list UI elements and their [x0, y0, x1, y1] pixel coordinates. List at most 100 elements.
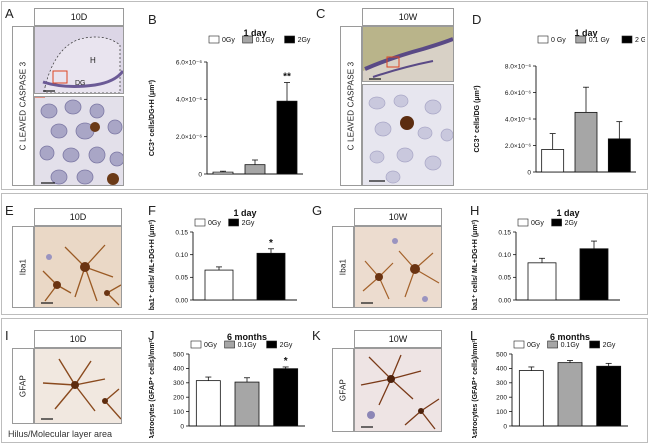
- chart-h: 1 day 0Gy 2Gy 0.00 0.05 0.10 0.15 Iba1⁺ cells/ …: [472, 208, 620, 310]
- legend-label-d-0: 0 Gy: [551, 37, 566, 44]
- legend-swatch-d-1: [575, 35, 587, 44]
- y-tick-label-h-0: 0.00: [498, 297, 511, 304]
- y-tick-label-d-3: 6.0×10⁻⁶: [505, 90, 531, 97]
- chart-b-ylabel: CC3⁺ cells/DG+H (μm²): [149, 80, 156, 156]
- panel-letter-h: H: [470, 203, 480, 218]
- legend-swatch-l-1: [547, 340, 558, 349]
- bar-b-1: [244, 164, 266, 175]
- panel-c-side-label: C LEAVED CASPASE 3: [340, 26, 362, 186]
- legend-label-f-1: 2Gy: [242, 220, 255, 227]
- legend-swatch-b-0: [208, 35, 220, 44]
- legend-swatch-b-2: [284, 35, 295, 44]
- y-tick-label-l-3: 300: [496, 380, 507, 387]
- bar-f-0: [204, 269, 234, 301]
- bar-b-0: [212, 171, 234, 175]
- y-tick-label-b-0: 0: [198, 171, 202, 178]
- legend-label-b-0: 0Gy: [222, 37, 235, 44]
- panel-a-header: 10D: [34, 8, 124, 26]
- bar-b-2: [276, 100, 298, 175]
- panel-k-header: 10W: [354, 330, 442, 348]
- panel-letter-k: K: [312, 328, 321, 343]
- footer-caption: Hilus/Molecular layer area: [8, 429, 113, 439]
- bar-l-1: [557, 362, 583, 427]
- panel-g-side-label: Iba1: [332, 226, 354, 308]
- y-tick-label-f-3: 0.15: [175, 229, 188, 236]
- panel-letter-d: D: [472, 12, 482, 27]
- chart-b-title: 1 day: [243, 28, 266, 38]
- legend-swatch-l-2: [589, 340, 600, 349]
- panel-c-histology-overview: [362, 26, 454, 82]
- y-tick-label-f-1: 0.05: [175, 275, 188, 282]
- y-tick-label-j-1: 100: [173, 409, 184, 416]
- y-tick-label-d-1: 2.0×10⁻⁶: [505, 143, 531, 150]
- legend-label-j-1: 0.1Gy: [238, 342, 257, 349]
- chart-l: 6 months 0Gy 0.1Gy 2Gy 0 100 200 300 400 500 Astro…: [472, 332, 628, 438]
- y-tick-label-l-1: 100: [496, 409, 507, 416]
- chart-d-title: 1 day: [574, 28, 597, 38]
- row-3-border: [1, 318, 648, 443]
- bar-d-1: [574, 111, 598, 173]
- legend-swatch-j-2: [266, 340, 277, 349]
- legend-swatch-j-0: [190, 340, 202, 349]
- panel-k-side-label: GFAP: [332, 348, 354, 432]
- chart-f: 1 day 0Gy 2Gy 0.00 0.05 0.10 0.15 Iba1⁺ cells/ …: [149, 208, 297, 310]
- panel-letter-a: A: [5, 6, 14, 21]
- panel-c-histology-zoom: [362, 84, 454, 186]
- bar-h-0: [527, 262, 557, 301]
- y-tick-label-j-0: 0: [180, 423, 184, 430]
- y-tick-label-h-2: 0.10: [498, 252, 511, 259]
- legend-swatch-f-1: [228, 218, 239, 227]
- bar-d-0: [541, 149, 565, 173]
- chart-d-ylabel: CC3⁺ cells/DG (μm²): [474, 85, 481, 152]
- y-tick-label-f-0: 0.00: [175, 297, 188, 304]
- panel-i-header: 10D: [34, 330, 122, 348]
- y-tick-label-l-2: 200: [496, 395, 507, 402]
- legend-swatch-d-0: [537, 35, 549, 44]
- y-tick-label-b-2: 4.0×10⁻⁶: [176, 97, 202, 104]
- bar-j-2: [273, 368, 299, 427]
- y-tick-label-l-5: 500: [496, 351, 507, 358]
- bar-j-1: [234, 381, 260, 427]
- panel-c-header: 10W: [362, 8, 454, 26]
- chart-h-title: 1 day: [556, 208, 579, 218]
- legend-swatch-h-1: [551, 218, 562, 227]
- panel-letter-l: L: [470, 328, 478, 343]
- legend-swatch-b-1: [242, 35, 253, 44]
- panel-g-histology: [354, 226, 442, 308]
- bar-l-0: [518, 370, 544, 427]
- bar-h-1: [579, 248, 609, 301]
- y-tick-label-d-0: 0: [527, 169, 531, 176]
- bar-j-0: [195, 380, 221, 427]
- significance-j-0: *: [284, 356, 288, 367]
- y-tick-label-d-4: 8.0×10⁻⁶: [505, 63, 531, 70]
- chart-b: 1 day 0Gy 0.1Gy 2Gy 0 2.0×10⁻⁶ 4.0×10⁻⁶ 6.0×10⁻…: [149, 28, 311, 178]
- y-tick-label-h-1: 0.05: [498, 275, 511, 282]
- panel-letter-e: E: [5, 203, 14, 218]
- legend-swatch-d-2: [621, 35, 633, 44]
- chart-l-title: 6 months: [550, 332, 590, 342]
- chart-h-ylabel: Iba1⁺ cells/ ML+DG+H (μm²): [472, 220, 479, 310]
- panel-letter-i: I: [5, 328, 9, 343]
- y-tick-label-b-3: 6.0×10⁻⁶: [176, 59, 202, 66]
- legend-label-l-2: 2Gy: [603, 342, 616, 349]
- legend-label-d-1: 0.1 Gy: [589, 37, 610, 44]
- legend-label-l-1: 0.1Gy: [561, 342, 580, 349]
- legend-label-j-0: 0Gy: [204, 342, 217, 349]
- y-tick-label-l-0: 0: [503, 423, 507, 430]
- panel-letter-b: B: [148, 12, 157, 27]
- bar-f-1: [256, 252, 286, 301]
- significance-f-0: *: [269, 238, 273, 249]
- panel-a-histology-overview: H DG: [34, 26, 124, 94]
- region-dg-label: DG: [75, 80, 86, 87]
- legend-label-h-0: 0Gy: [531, 220, 544, 227]
- legend-swatch-f-0: [194, 218, 206, 227]
- panel-e-header: 10D: [34, 208, 122, 226]
- panel-e-side-label: Iba1: [12, 226, 34, 308]
- legend-label-j-2: 2Gy: [280, 342, 293, 349]
- panel-letter-c: C: [316, 6, 326, 21]
- panel-k-histology: [354, 348, 442, 432]
- y-tick-label-j-2: 200: [173, 395, 184, 402]
- row-2-border: [1, 193, 648, 315]
- legend-label-d-2: 2 Gy: [635, 37, 645, 44]
